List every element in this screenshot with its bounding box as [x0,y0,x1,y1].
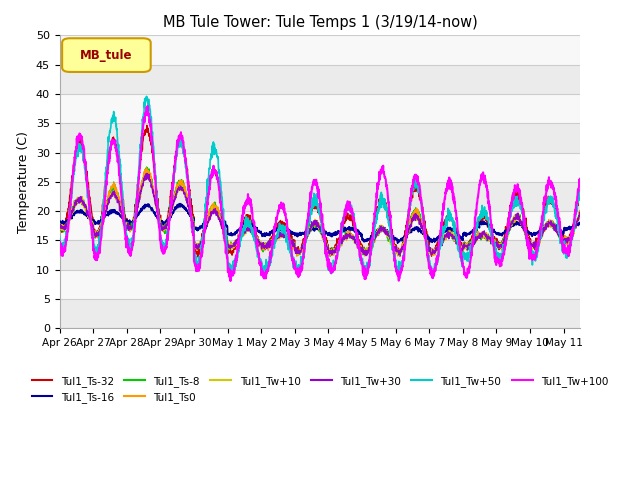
Bar [60,270,580,299]
Bar [60,36,580,65]
FancyBboxPatch shape [62,38,150,72]
Bar [60,153,580,182]
Bar [60,65,580,94]
Text: MB_tule: MB_tule [80,49,132,62]
Y-axis label: Temperature (C): Temperature (C) [17,131,30,233]
Bar [60,94,580,123]
Title: MB Tule Tower: Tule Temps 1 (3/19/14-now): MB Tule Tower: Tule Temps 1 (3/19/14-now… [163,15,477,30]
Bar [60,182,580,211]
Legend: Tul1_Ts-32, Tul1_Ts-16, Tul1_Ts-8, Tul1_Ts0, Tul1_Tw+10, Tul1_Tw+30, Tul1_Tw+50,: Tul1_Ts-32, Tul1_Ts-16, Tul1_Ts-8, Tul1_… [28,372,612,407]
Bar [60,299,580,328]
Bar [60,240,580,270]
Bar [60,123,580,153]
Bar [60,211,580,240]
